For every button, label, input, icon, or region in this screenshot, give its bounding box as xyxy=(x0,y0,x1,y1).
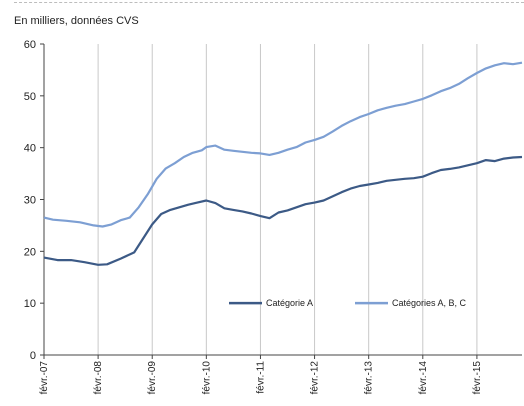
x-tick-label: févr.-11 xyxy=(255,361,266,394)
series-line-categorie-a xyxy=(43,155,523,266)
x-tick-label: févr.-14 xyxy=(418,361,429,395)
x-tick-label: févr.-12 xyxy=(310,361,321,395)
chart-subtitle: En milliers, données CVS xyxy=(14,15,139,27)
legend-label: Catégorie A xyxy=(266,298,313,308)
x-tick-label: févr.-15 xyxy=(472,361,483,395)
series-lines xyxy=(43,61,523,266)
legend-label: Catégories A, B, C xyxy=(392,298,467,308)
vertical-gridlines xyxy=(97,44,478,355)
series-line-categories-abc xyxy=(43,61,523,228)
y-tick-label: 30 xyxy=(24,195,36,207)
x-tick-label: févr.-09 xyxy=(147,361,158,395)
axes xyxy=(40,43,522,359)
y-tick-label: 10 xyxy=(24,298,36,310)
legend: Catégorie A Catégories A, B, C xyxy=(229,298,467,308)
y-tick-label: 60 xyxy=(24,39,36,51)
y-tick-label: 50 xyxy=(24,91,36,103)
y-tick-label: 40 xyxy=(24,143,36,155)
y-tick-label: 0 xyxy=(30,350,36,362)
x-tick-label: févr.-10 xyxy=(201,361,212,395)
top-dashed-rule xyxy=(14,2,524,4)
x-tick-label: févr.-08 xyxy=(93,361,104,395)
x-tick-label: févr.-07 xyxy=(39,361,50,395)
y-tick-label: 20 xyxy=(24,246,36,258)
y-tick-labels: 0 10 20 30 40 50 60 xyxy=(24,39,36,362)
x-tick-labels: févr.-07 févr.-08 févr.-09 févr.-10 févr.-11… xyxy=(39,361,483,395)
x-tick-label: févr.-13 xyxy=(364,361,375,395)
